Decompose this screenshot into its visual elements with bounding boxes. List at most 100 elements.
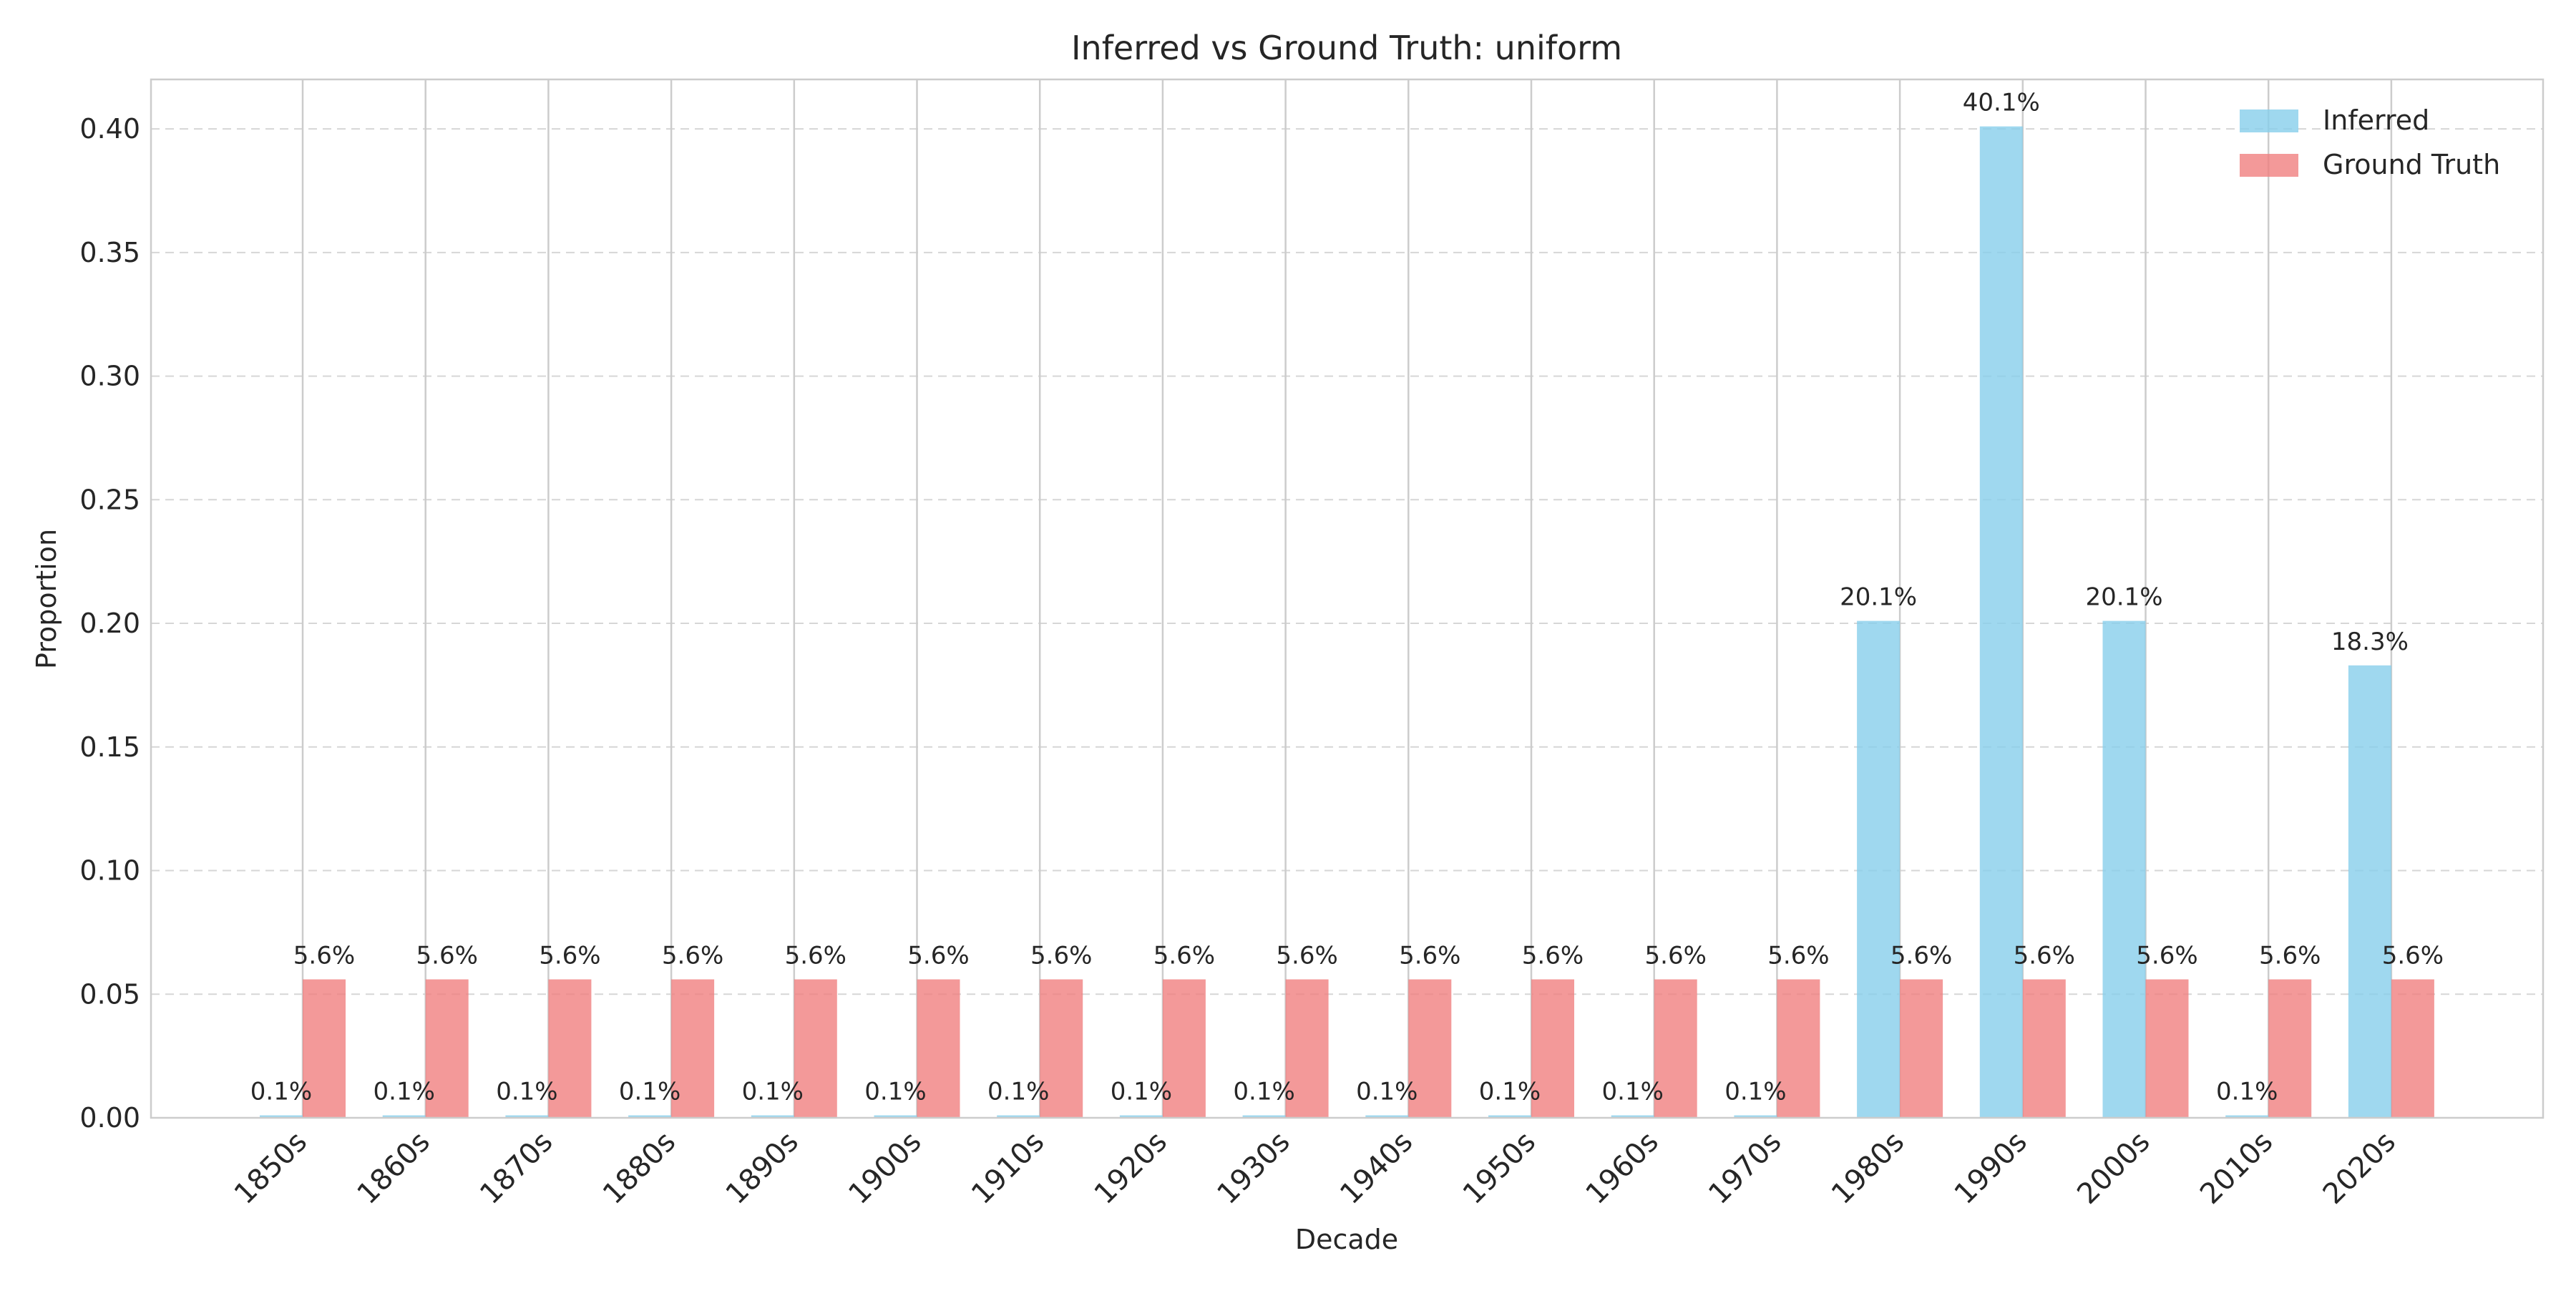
bar-ground-truth: [548, 979, 592, 1118]
data-label-inferred: 0.1%: [864, 1078, 926, 1106]
bar-inferred: [751, 1115, 794, 1118]
data-label-ground-truth: 5.6%: [2014, 942, 2075, 970]
y-tick-label: 0.25: [79, 484, 140, 515]
data-label-ground-truth: 5.6%: [1890, 942, 1952, 970]
y-axis-label: Proportion: [31, 529, 62, 669]
data-label-inferred: 0.1%: [250, 1078, 312, 1106]
data-label-ground-truth: 5.6%: [416, 942, 478, 970]
data-label-inferred: 0.1%: [2216, 1078, 2278, 1106]
bar-inferred: [260, 1115, 303, 1118]
data-label-ground-truth: 5.6%: [1276, 942, 1337, 970]
bar-inferred: [1488, 1115, 1531, 1118]
bar-ground-truth: [671, 979, 715, 1118]
data-label-ground-truth: 5.6%: [293, 942, 355, 970]
data-label-ground-truth: 5.6%: [2136, 942, 2197, 970]
x-tick-label: 1980s: [1825, 1126, 1911, 1211]
bar-ground-truth: [1285, 979, 1329, 1118]
x-tick-label: 1920s: [1088, 1126, 1174, 1211]
data-label-ground-truth: 5.6%: [785, 942, 847, 970]
data-label-inferred: 20.1%: [2085, 583, 2162, 612]
y-tick-label: 0.30: [79, 361, 140, 392]
bar-ground-truth: [2145, 979, 2189, 1118]
x-tick-label: 1960s: [1580, 1126, 1665, 1211]
data-label-inferred: 40.1%: [1963, 89, 2040, 117]
bar-inferred: [1365, 1115, 1409, 1118]
y-tick-label: 0.20: [79, 608, 140, 639]
bar-ground-truth: [1040, 979, 1083, 1118]
x-ticks-layer: 1850s 1860s 1870s 1880s 1890s 1900s 1910s 1920s…: [228, 1126, 2402, 1211]
x-tick-label: 1950s: [1457, 1126, 1542, 1211]
bar-inferred: [2102, 620, 2146, 1118]
chart-title: Inferred vs Ground Truth: uniform: [1071, 29, 1622, 67]
bars-layer: [260, 126, 2434, 1118]
bar-inferred: [1242, 1115, 1286, 1118]
data-label-ground-truth: 5.6%: [2259, 942, 2321, 970]
data-label-inferred: 0.1%: [987, 1078, 1049, 1106]
data-labels-layer: 0.1% 0.1% 0.1% 0.1% 0.1% 0.1% 0.1% 0.1% 0.1% 0.1%…: [250, 89, 2444, 1106]
bar-ground-truth: [2391, 979, 2434, 1118]
data-label-ground-truth: 5.6%: [2382, 942, 2444, 970]
x-tick-label: 1880s: [597, 1126, 682, 1211]
data-label-inferred: 0.1%: [619, 1078, 680, 1106]
bar-ground-truth: [2022, 979, 2066, 1118]
x-tick-label: 1850s: [228, 1126, 313, 1211]
bar-ground-truth: [2268, 979, 2312, 1118]
x-tick-label: 1970s: [1702, 1126, 1787, 1211]
data-label-ground-truth: 5.6%: [539, 942, 600, 970]
bar-inferred: [382, 1115, 426, 1118]
x-tick-label: 1940s: [1334, 1126, 1419, 1211]
x-axis-label: Decade: [1295, 1224, 1398, 1255]
legend-swatch-inferred: [2240, 109, 2298, 132]
y-tick-label: 0.35: [79, 237, 140, 268]
bar-inferred: [2225, 1115, 2269, 1118]
data-label-ground-truth: 5.6%: [1767, 942, 1829, 970]
bar-ground-truth: [1531, 979, 1574, 1118]
legend-label-ground-truth: Ground Truth: [2323, 149, 2500, 180]
data-label-ground-truth: 5.6%: [662, 942, 723, 970]
data-label-inferred: 0.1%: [1602, 1078, 1664, 1106]
data-label-inferred: 0.1%: [1111, 1078, 1172, 1106]
data-label-inferred: 0.1%: [1724, 1078, 1786, 1106]
x-tick-label: 1860s: [351, 1126, 436, 1211]
bar-ground-truth: [303, 979, 346, 1118]
data-label-ground-truth: 5.6%: [1399, 942, 1460, 970]
bar-inferred: [874, 1115, 917, 1118]
x-tick-label: 2010s: [2194, 1126, 2279, 1211]
data-label-inferred: 0.1%: [1356, 1078, 1418, 1106]
bar-inferred: [505, 1115, 549, 1118]
y-tick-label: 0.05: [79, 978, 140, 1010]
bar-ground-truth: [1777, 979, 1820, 1118]
y-tick-label: 0.40: [79, 113, 140, 145]
x-tick-label: 1890s: [720, 1126, 805, 1211]
bar-ground-truth: [1900, 979, 1943, 1118]
x-tick-label: 1900s: [842, 1126, 927, 1211]
legend-label-inferred: Inferred: [2323, 104, 2429, 136]
bar-inferred: [1611, 1115, 1654, 1118]
x-tick-label: 1910s: [965, 1126, 1050, 1211]
legend: Inferred Ground Truth: [2240, 104, 2500, 180]
data-label-ground-truth: 5.6%: [1153, 942, 1215, 970]
bar-inferred: [1979, 126, 2023, 1118]
y-tick-label: 0.10: [79, 855, 140, 887]
y-tick-label: 0.15: [79, 731, 140, 763]
x-tick-label: 2000s: [2071, 1126, 2156, 1211]
y-ticks-layer: 0.00 0.05 0.10 0.15 0.20 0.25 0.30 0.35 0.40: [79, 113, 140, 1134]
data-label-inferred: 0.1%: [1233, 1078, 1294, 1106]
bar-ground-truth: [1654, 979, 1697, 1118]
bar-inferred: [2348, 665, 2391, 1118]
data-label-ground-truth: 5.6%: [1030, 942, 1092, 970]
x-tick-label: 1930s: [1211, 1126, 1296, 1211]
bar-inferred: [628, 1115, 672, 1118]
plot-frame: [150, 78, 2545, 1119]
bar-ground-truth: [917, 979, 960, 1118]
bar-inferred: [997, 1115, 1040, 1118]
data-label-inferred: 0.1%: [374, 1078, 435, 1106]
x-tick-label: 2020s: [2317, 1126, 2402, 1211]
data-label-inferred: 20.1%: [1840, 583, 1917, 612]
bar-inferred: [1857, 620, 1901, 1118]
bar-ground-truth: [1162, 979, 1206, 1118]
bar-inferred: [1119, 1115, 1163, 1118]
data-label-ground-truth: 5.6%: [1645, 942, 1707, 970]
